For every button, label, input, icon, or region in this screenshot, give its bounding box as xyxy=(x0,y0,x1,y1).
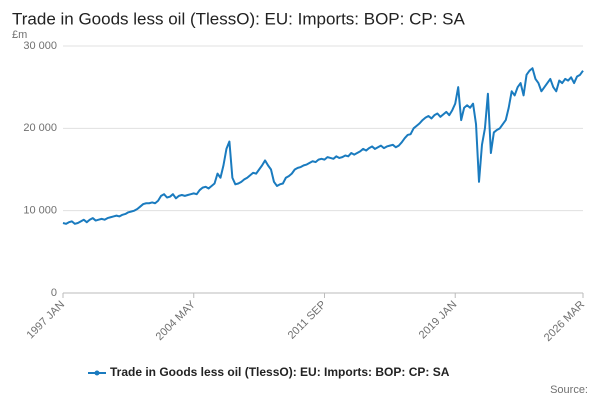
y-tick-label: 30 000 xyxy=(23,40,57,52)
y-tick-label: 20 000 xyxy=(23,122,57,134)
source: Source: xyxy=(550,384,588,396)
y-axis-unit: £m xyxy=(12,29,27,41)
y-tick-label: 0 xyxy=(51,287,57,299)
x-tick-label: 2004 MAY xyxy=(154,298,199,343)
x-tick-label: 2011 SEP xyxy=(286,299,329,342)
x-tick-label: 1997 JAN xyxy=(25,299,68,342)
x-tick-label: 2026 MAR xyxy=(542,299,587,344)
x-tick-label: 2019 JAN xyxy=(417,299,460,342)
y-tick-label: 10 000 xyxy=(23,205,57,217)
chart-title: Trade in Goods less oil (TlessO): EU: Im… xyxy=(12,9,465,28)
legend-marker xyxy=(94,370,100,376)
series-line xyxy=(62,67,584,225)
legend-label: Trade in Goods less oil (TlessO): EU: Im… xyxy=(110,365,450,379)
